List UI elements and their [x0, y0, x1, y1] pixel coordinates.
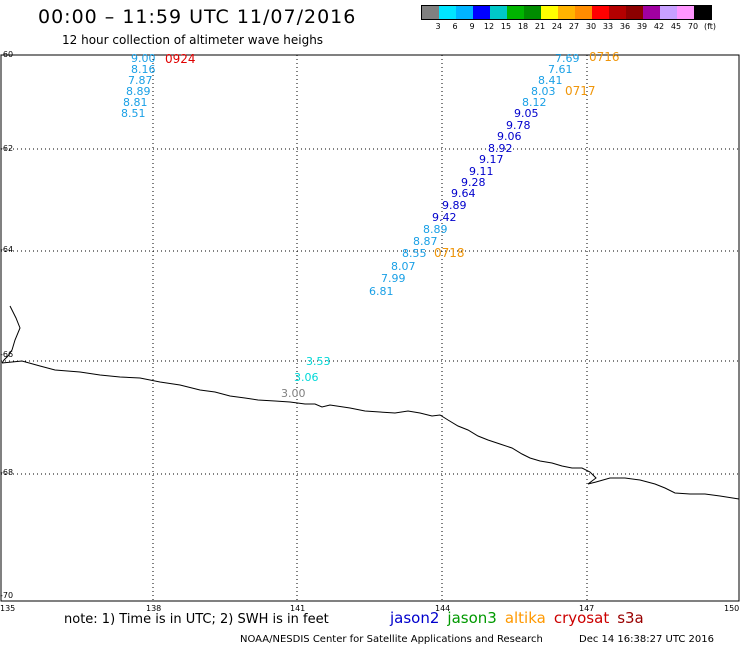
swh-reading: 9.42	[432, 211, 457, 224]
swh-reading: 8.87	[413, 235, 438, 248]
lat-label: -66	[0, 350, 14, 359]
swh-reading: 8.16	[131, 63, 156, 76]
swh-reading: 9.17	[479, 153, 504, 166]
pass-time-label: 0716	[589, 50, 620, 64]
legend-swatch	[677, 6, 694, 19]
swh-reading: 9.64	[451, 187, 476, 200]
satellite-s3a: s3a	[617, 609, 644, 627]
satellite-cryosat: cryosat	[553, 609, 610, 627]
legend-swatch	[643, 6, 660, 19]
legend-tick-label: 3	[435, 22, 441, 31]
page-title: 00:00 – 11:59 UTC 11/07/2016	[38, 6, 357, 28]
swh-reading: 9.05	[514, 107, 539, 120]
lat-label: -64	[0, 245, 14, 254]
swh-reading: 8.89	[126, 85, 151, 98]
pass-time-label: 0718	[434, 246, 465, 260]
antarctic-coastline	[1, 305, 740, 500]
swh-reading: 9.28	[461, 176, 486, 189]
swh-reading: 8.89	[423, 223, 448, 236]
swh-reading: 9.78	[506, 119, 531, 132]
lat-label: -62	[0, 144, 14, 153]
lat-label: -70	[0, 591, 14, 600]
swh-reading: 3.00	[281, 387, 306, 400]
legend-swatch	[541, 6, 558, 19]
legend-swatch	[473, 6, 490, 19]
legend-tick-label: 18	[517, 22, 529, 31]
legend-tick-label: 33	[602, 22, 614, 31]
legend-swatch	[524, 6, 541, 19]
swh-reading: 8.03	[531, 85, 556, 98]
lon-label: 141	[290, 604, 306, 613]
swh-reading: 3.06	[294, 371, 319, 384]
legend-tick-label: 39	[636, 22, 648, 31]
legend-swatch	[422, 6, 439, 19]
legend-tick-label: 70	[687, 22, 699, 31]
legend-swatch	[439, 6, 456, 19]
lat-label: -68	[0, 468, 14, 477]
swh-reading: 7.99	[381, 272, 406, 285]
page-subtitle: 12 hour collection of altimeter wave hei…	[62, 33, 324, 47]
swh-reading: 8.12	[522, 96, 547, 109]
swh-reading: 9.89	[442, 199, 467, 212]
swh-reading: 8.92	[488, 142, 513, 155]
legend-tick-label: 42	[653, 22, 665, 31]
footer-timestamp: Dec 14 16:38:27 UTC 2016	[579, 634, 714, 645]
swh-reading: 9.11	[469, 165, 494, 178]
legend-tick-label: 24	[551, 22, 563, 31]
legend-swatch	[558, 6, 575, 19]
legend-swatch	[660, 6, 677, 19]
legend-swatch	[626, 6, 643, 19]
swh-reading: 3.53	[306, 355, 331, 368]
lon-label: 144	[435, 604, 451, 613]
legend-tick-label: 30	[585, 22, 597, 31]
swh-reading: 8.07	[391, 260, 416, 273]
legend-tick-label: 36	[619, 22, 631, 31]
swh-reading: 9.06	[497, 130, 522, 143]
swh-reading: 8.51	[121, 107, 146, 120]
footer-credit: NOAA/NESDIS Center for Satellite Applica…	[240, 634, 543, 645]
legend-tick-label: 6	[452, 22, 458, 31]
swh-reading: 8.55	[402, 247, 427, 260]
legend-swatches	[421, 5, 712, 20]
legend-swatch	[575, 6, 592, 19]
legend-tick-label: 15	[500, 22, 512, 31]
legend-swatch	[694, 6, 711, 19]
color-legend: 3 6 9 12 15 18 21 24 27 30 33 36 39 42 45 70 (ft)	[421, 5, 716, 34]
swh-reading: 7.61	[548, 63, 573, 76]
graticule	[1, 55, 739, 601]
legend-tick-label: 9	[469, 22, 475, 31]
swh-reading: 7.69	[555, 52, 580, 65]
swh-reading: 9.00	[131, 52, 156, 65]
satellite-altika: altika	[504, 609, 546, 627]
legend-swatch	[490, 6, 507, 19]
satellite-jason3: jason3	[447, 609, 497, 627]
pass-time-label: 0717	[565, 84, 596, 98]
swh-reading: 8.41	[538, 74, 563, 87]
swh-reading: 7.87	[128, 74, 153, 87]
legend-swatch	[609, 6, 626, 19]
swh-reading: 8.81	[123, 96, 148, 109]
satellite-legend: jason2 jason3 altika cryosat s3a	[390, 609, 652, 627]
legend-tick-label: 21	[534, 22, 546, 31]
swh-reading: 6.81	[369, 285, 394, 298]
lon-label: 138	[146, 604, 162, 613]
lat-label: -60	[0, 50, 14, 59]
lon-label: 147	[579, 604, 595, 613]
legend-tick-label: 27	[568, 22, 580, 31]
legend-tick-label: 12	[483, 22, 495, 31]
legend-swatch	[507, 6, 524, 19]
legend-tick-label: (ft)	[703, 22, 717, 31]
pass-time-label: 0924	[165, 52, 196, 66]
legend-tick-label: 45	[670, 22, 682, 31]
legend-swatch	[456, 6, 473, 19]
footer-note: note: 1) Time is in UTC; 2) SWH is in fe…	[64, 612, 329, 627]
lon-label: 135	[0, 604, 16, 613]
legend-swatch	[592, 6, 609, 19]
satellite-jason2: jason2	[390, 609, 440, 627]
lon-label: 150	[724, 604, 740, 613]
legend-ticks: 3 6 9 12 15 18 21 24 27 30 33 36 39 42 45 70 (ft)	[421, 20, 716, 34]
map-frame	[0, 54, 740, 602]
